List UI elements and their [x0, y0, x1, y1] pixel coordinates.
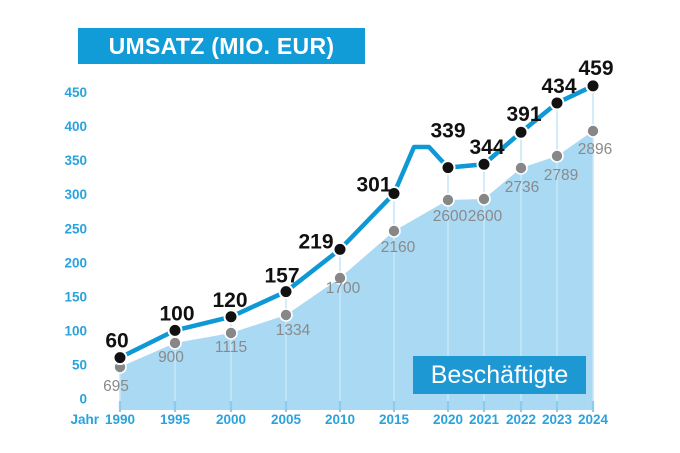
revenue-point [278, 284, 294, 300]
x-axis-year-label: 2005 [271, 412, 302, 427]
chart-title-text: UMSATZ (MIO. EUR) [108, 32, 335, 59]
revenue-point [332, 241, 348, 257]
revenue-point [476, 156, 492, 172]
employees-value-label: 2896 [578, 141, 612, 158]
y-axis-tick-label: 250 [64, 221, 87, 236]
employees-value-label: 2736 [505, 179, 539, 196]
x-axis-year-label: 1990 [105, 412, 135, 427]
x-axis-year-label: 2024 [578, 412, 609, 427]
y-axis-tick-label: 450 [64, 85, 87, 100]
revenue-value-label: 344 [469, 136, 504, 159]
revenue-value-label: 157 [264, 265, 299, 288]
y-axis-tick-label: 200 [64, 255, 87, 270]
chart-title-banner: UMSATZ (MIO. EUR) [78, 28, 365, 64]
revenue-value-label: 301 [356, 174, 391, 197]
revenue-point [112, 350, 128, 366]
employees-value-label: 695 [103, 378, 129, 395]
x-axis-year-label: 1995 [160, 412, 191, 427]
x-axis-year-label: 2022 [506, 412, 536, 427]
revenue-value-label: 434 [541, 75, 576, 98]
employees-point [168, 336, 182, 350]
revenue-point [167, 322, 183, 338]
employees-value-label: 2600 [433, 208, 468, 225]
x-axis-year-label: 2015 [379, 412, 410, 427]
beschaeftigte-badge-text: Beschäftigte [430, 360, 569, 389]
x-axis-year-label: 2021 [469, 412, 500, 427]
employees-point [514, 161, 528, 175]
employees-value-label: 2600 [468, 208, 503, 225]
employees-value-label: 2160 [381, 239, 416, 256]
revenue-value-label: 391 [506, 103, 541, 126]
revenue-point [386, 186, 402, 202]
employees-point [387, 224, 401, 238]
y-axis-tick-label: 400 [64, 119, 87, 134]
revenue-point [549, 95, 565, 111]
employees-value-label: 900 [158, 349, 184, 366]
employees-value-label: 1334 [276, 322, 311, 339]
revenue-value-label: 219 [298, 230, 333, 253]
y-axis-tick-label: 100 [64, 323, 87, 338]
revenue-value-label: 120 [212, 289, 247, 312]
employees-point [586, 124, 600, 138]
y-axis-tick-label: 150 [64, 289, 87, 304]
x-axis-year-label: 2020 [433, 412, 463, 427]
beschaeftigte-badge: Beschäftigte [413, 356, 586, 394]
y-axis-tick-label: 50 [72, 357, 87, 372]
employees-area [120, 131, 593, 410]
revenue-point [513, 124, 529, 140]
employees-point [224, 326, 238, 340]
revenue-value-label: 60 [105, 330, 128, 353]
employees-point [279, 308, 293, 322]
revenue-value-label: 100 [159, 302, 194, 325]
revenue-point [223, 309, 239, 325]
revenue-value-label: 459 [578, 57, 613, 80]
x-axis-year-label: 2010 [325, 412, 355, 427]
employees-value-label: 1115 [215, 339, 247, 356]
x-axis-year-label: 2000 [216, 412, 246, 427]
revenue-point [440, 160, 456, 176]
x-axis-title: Jahr [70, 412, 99, 427]
y-axis-tick-label: 0 [79, 392, 87, 407]
employees-point [333, 271, 347, 285]
revenue-point [585, 78, 601, 94]
employees-value-label: 1700 [326, 280, 361, 297]
employees-point [477, 192, 491, 206]
employees-point [441, 193, 455, 207]
y-axis-tick-label: 300 [64, 187, 87, 202]
y-axis-tick-label: 350 [64, 153, 87, 168]
x-axis-year-label: 2023 [542, 412, 573, 427]
employees-value-label: 2789 [544, 167, 578, 184]
revenue-value-label: 339 [430, 120, 465, 143]
employees-point [550, 149, 564, 163]
